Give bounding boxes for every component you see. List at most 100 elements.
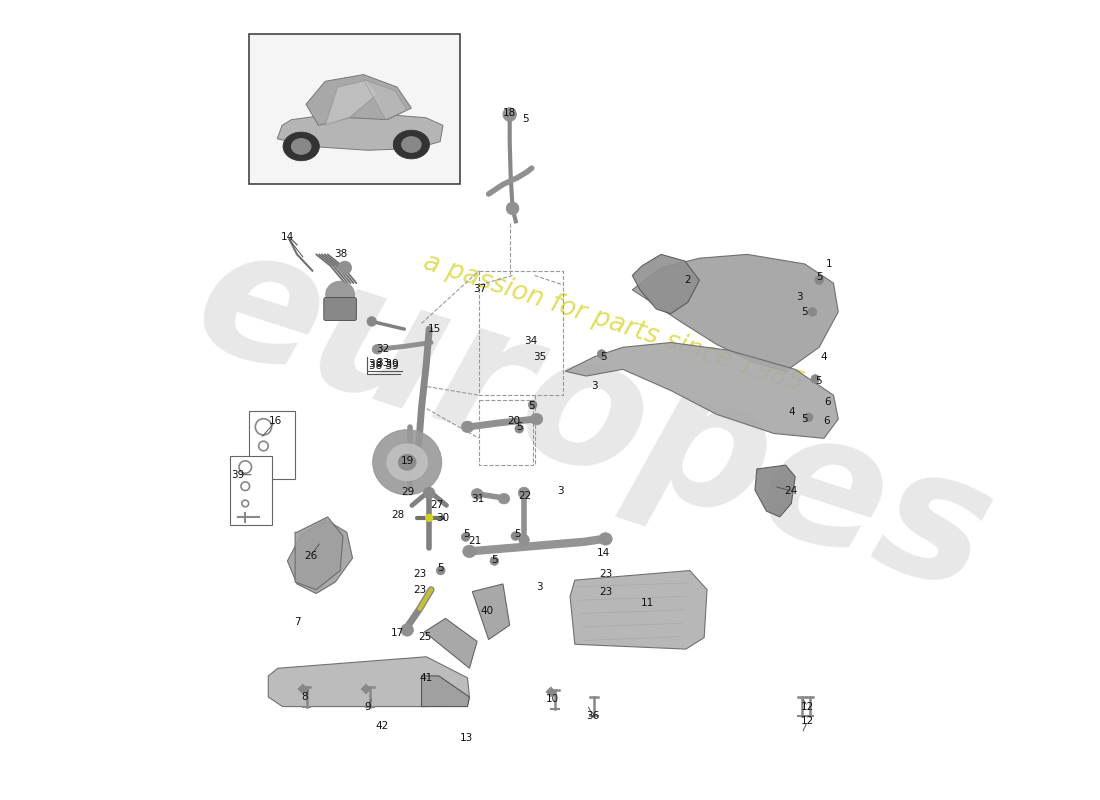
Text: 37: 37	[473, 284, 486, 294]
Text: 16: 16	[270, 416, 283, 426]
Text: 5: 5	[816, 272, 823, 282]
Text: 3: 3	[557, 486, 564, 496]
Ellipse shape	[519, 534, 529, 545]
Text: 23: 23	[412, 570, 427, 579]
Bar	[361, 683, 372, 694]
Polygon shape	[326, 80, 378, 126]
Ellipse shape	[815, 276, 824, 285]
Ellipse shape	[463, 545, 476, 558]
Text: 5: 5	[514, 529, 520, 539]
Text: 23: 23	[412, 585, 427, 594]
Text: 18: 18	[503, 107, 516, 118]
Text: 14: 14	[597, 548, 611, 558]
Ellipse shape	[400, 624, 414, 636]
Polygon shape	[425, 618, 477, 668]
Text: 36: 36	[586, 711, 600, 721]
Text: 41: 41	[420, 673, 433, 683]
Text: 27: 27	[430, 500, 443, 510]
Text: 10: 10	[547, 694, 560, 704]
Text: 38: 38	[334, 250, 348, 259]
Polygon shape	[565, 342, 838, 438]
Text: europes: europes	[176, 208, 1012, 630]
Text: 35: 35	[532, 352, 546, 362]
Text: 21: 21	[469, 536, 482, 546]
Ellipse shape	[528, 401, 537, 409]
Ellipse shape	[518, 487, 530, 498]
Text: 5: 5	[491, 555, 497, 565]
Text: 5: 5	[601, 352, 607, 362]
Text: 20: 20	[507, 416, 520, 426]
Text: 3: 3	[591, 381, 597, 390]
Text: 3: 3	[536, 582, 542, 592]
Text: 5: 5	[528, 401, 535, 410]
Ellipse shape	[804, 413, 813, 422]
Ellipse shape	[437, 566, 446, 575]
Ellipse shape	[808, 307, 816, 316]
Text: 24: 24	[784, 486, 798, 496]
Polygon shape	[277, 114, 443, 150]
Ellipse shape	[506, 202, 519, 214]
Text: 22: 22	[518, 491, 531, 501]
Text: 9: 9	[364, 702, 371, 711]
Ellipse shape	[424, 487, 434, 498]
Ellipse shape	[326, 282, 354, 308]
Text: 4: 4	[821, 352, 827, 362]
Text: 42: 42	[375, 721, 389, 730]
Bar	[249, 34, 460, 185]
Ellipse shape	[387, 444, 427, 481]
Text: 40: 40	[480, 606, 493, 616]
Text: 11: 11	[641, 598, 654, 608]
Polygon shape	[755, 465, 795, 517]
Text: 5: 5	[521, 114, 528, 124]
Text: 13: 13	[460, 733, 473, 743]
Polygon shape	[268, 657, 470, 706]
Polygon shape	[421, 676, 470, 706]
Ellipse shape	[598, 533, 613, 545]
Polygon shape	[570, 570, 707, 649]
Text: 23: 23	[598, 570, 612, 579]
Text: a passion for parts since 1985: a passion for parts since 1985	[420, 250, 806, 398]
Ellipse shape	[515, 425, 524, 433]
Ellipse shape	[498, 494, 509, 504]
Polygon shape	[306, 74, 411, 126]
Text: 12: 12	[801, 702, 814, 711]
Text: 2: 2	[684, 275, 691, 286]
Text: 5: 5	[815, 376, 822, 386]
Text: 34: 34	[524, 336, 538, 346]
Text: 3: 3	[795, 291, 802, 302]
Text: 15: 15	[428, 324, 441, 334]
Text: 38 39: 38 39	[368, 358, 398, 369]
Ellipse shape	[402, 137, 421, 152]
Text: 32: 32	[376, 344, 389, 354]
Text: 23: 23	[598, 586, 612, 597]
Ellipse shape	[512, 532, 519, 540]
Text: 5: 5	[802, 414, 808, 424]
Ellipse shape	[283, 132, 319, 161]
Text: 4: 4	[788, 407, 794, 418]
Bar	[249, 411, 295, 478]
Ellipse shape	[461, 533, 470, 542]
Text: 19: 19	[400, 456, 414, 466]
Ellipse shape	[490, 557, 498, 566]
Polygon shape	[295, 517, 343, 590]
Text: 39: 39	[231, 470, 244, 480]
Text: 6: 6	[824, 416, 830, 426]
Ellipse shape	[597, 350, 606, 358]
Ellipse shape	[398, 454, 416, 470]
FancyBboxPatch shape	[323, 298, 356, 321]
Bar	[230, 455, 272, 525]
Bar	[546, 686, 557, 698]
Text: 7: 7	[294, 618, 300, 627]
Ellipse shape	[811, 374, 819, 383]
Text: 1: 1	[825, 259, 832, 269]
Polygon shape	[472, 584, 509, 639]
Text: 5: 5	[438, 562, 444, 573]
Text: 5: 5	[802, 307, 808, 317]
Ellipse shape	[472, 489, 483, 499]
Ellipse shape	[503, 108, 516, 122]
Text: 6: 6	[824, 397, 832, 407]
Text: 14: 14	[280, 232, 294, 242]
Bar	[297, 683, 308, 694]
Ellipse shape	[292, 138, 311, 154]
Ellipse shape	[530, 414, 542, 425]
